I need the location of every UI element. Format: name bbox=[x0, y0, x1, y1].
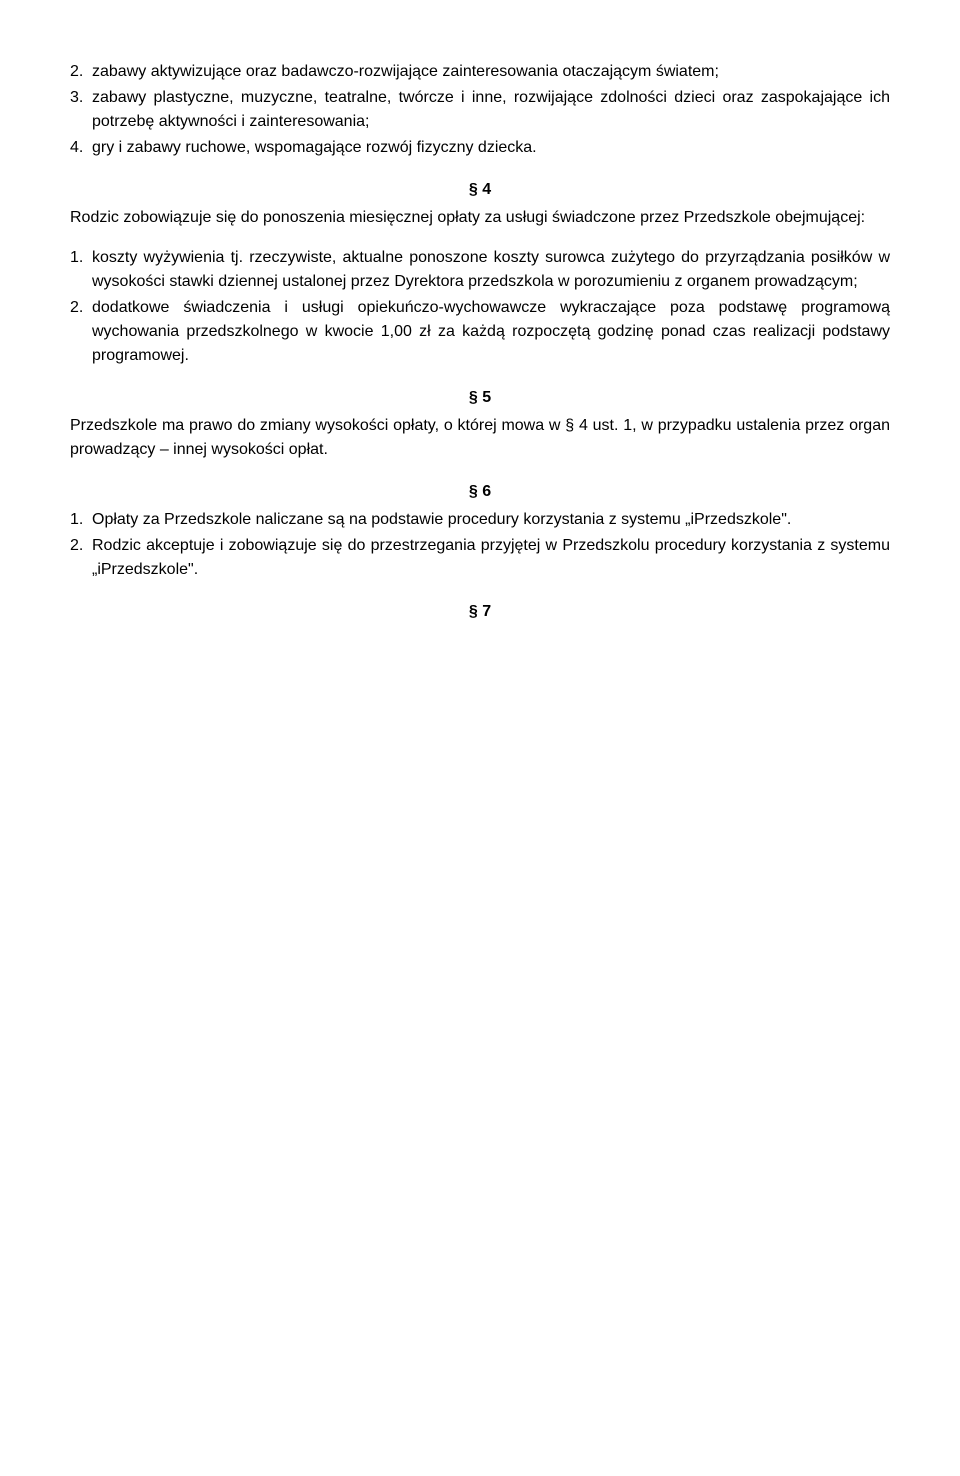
section-4-list: 1.koszty wyżywienia tj. rzeczywiste, akt… bbox=[70, 246, 890, 368]
list-item-number: 3. bbox=[70, 86, 92, 134]
intro-list: 2.zabawy aktywizujące oraz badawczo-rozw… bbox=[70, 60, 890, 160]
section-5-text: Przedszkole ma prawo do zmiany wysokości… bbox=[70, 414, 890, 462]
list-item-text: gry i zabawy ruchowe, wspomagające rozwó… bbox=[92, 136, 890, 160]
list-item-number: 2. bbox=[70, 296, 92, 368]
list-item-number: 2. bbox=[70, 60, 92, 84]
section-6-list: 1.Opłaty za Przedszkole naliczane są na … bbox=[70, 508, 890, 582]
list-item: 2.dodatkowe świadczenia i usługi opiekuń… bbox=[70, 296, 890, 368]
list-item-text: zabawy aktywizujące oraz badawczo-rozwij… bbox=[92, 60, 890, 84]
list-item: 3.zabawy plastyczne, muzyczne, teatralne… bbox=[70, 86, 890, 134]
list-item-number: 2. bbox=[70, 534, 92, 582]
section-6-heading: § 6 bbox=[70, 480, 890, 504]
section-4-lead: Rodzic zobowiązuje się do ponoszenia mie… bbox=[70, 206, 890, 230]
list-item-text: Rodzic akceptuje i zobowiązuje się do pr… bbox=[92, 534, 890, 582]
list-item: 2.zabawy aktywizujące oraz badawczo-rozw… bbox=[70, 60, 890, 84]
section-5-heading: § 5 bbox=[70, 386, 890, 410]
list-item-text: koszty wyżywienia tj. rzeczywiste, aktua… bbox=[92, 246, 890, 294]
list-item: 4.gry i zabawy ruchowe, wspomagające roz… bbox=[70, 136, 890, 160]
list-item-number: 4. bbox=[70, 136, 92, 160]
list-item: 1.Opłaty za Przedszkole naliczane są na … bbox=[70, 508, 890, 532]
section-4-heading: § 4 bbox=[70, 178, 890, 202]
list-item: 1.koszty wyżywienia tj. rzeczywiste, akt… bbox=[70, 246, 890, 294]
list-item: 2.Rodzic akceptuje i zobowiązuje się do … bbox=[70, 534, 890, 582]
list-item-text: zabawy plastyczne, muzyczne, teatralne, … bbox=[92, 86, 890, 134]
list-item-number: 1. bbox=[70, 508, 92, 532]
list-item-text: Opłaty za Przedszkole naliczane są na po… bbox=[92, 508, 890, 532]
list-item-number: 1. bbox=[70, 246, 92, 294]
list-item-text: dodatkowe świadczenia i usługi opiekuńcz… bbox=[92, 296, 890, 368]
section-7-heading: § 7 bbox=[70, 600, 890, 624]
